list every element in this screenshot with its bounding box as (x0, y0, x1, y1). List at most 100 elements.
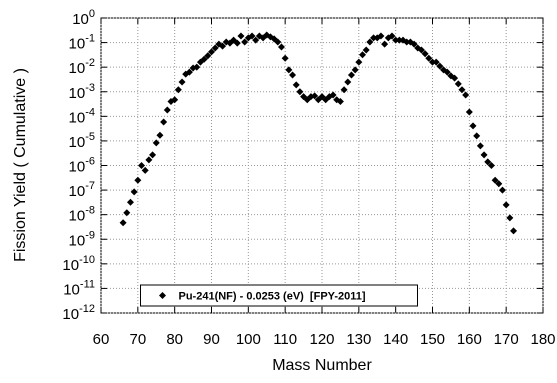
x-tick-label: 130 (346, 331, 371, 348)
data-point (347, 71, 355, 79)
x-axis-label: Mass Number (272, 357, 372, 374)
data-point (204, 52, 212, 60)
y-tick-label: 10-12 (62, 303, 95, 323)
y-axis-label: Fission Yield ( Cumulative ) (12, 68, 29, 262)
data-point (237, 32, 245, 40)
data-point (200, 55, 208, 63)
data-point (274, 38, 282, 46)
data-point (388, 32, 396, 40)
x-tick-label: 100 (236, 331, 261, 348)
y-tick-label: 10-9 (69, 229, 95, 249)
data-point (498, 186, 506, 194)
data-point (436, 62, 444, 70)
data-point (451, 74, 459, 82)
data-point (130, 188, 138, 196)
data-point (362, 46, 370, 54)
data-point (429, 58, 436, 66)
y-tick-label: 10-1 (69, 33, 95, 53)
data-point (193, 63, 201, 71)
data-point (149, 151, 157, 159)
data-point (185, 68, 193, 76)
data-point (480, 151, 488, 159)
data-point (344, 78, 352, 86)
data-point (329, 91, 337, 99)
x-tick-label: 140 (383, 331, 408, 348)
data-point (476, 142, 484, 150)
y-tick-label: 10-3 (69, 82, 95, 102)
data-point (473, 132, 481, 140)
data-point (417, 46, 425, 54)
legend-box (140, 284, 418, 307)
data-point (248, 32, 256, 40)
data-point (145, 156, 153, 164)
data-point (377, 32, 385, 40)
data-point (152, 139, 160, 147)
data-point (510, 227, 518, 235)
data-point (211, 44, 219, 52)
y-tick-label: 100 (72, 8, 95, 28)
data-point (469, 122, 477, 130)
data-point (458, 86, 466, 94)
data-point (421, 50, 429, 58)
legend-marker (159, 292, 166, 299)
data-point (381, 40, 389, 48)
data-point (292, 81, 300, 89)
data-point (252, 36, 260, 44)
data-point (432, 58, 440, 66)
x-tick-label: 70 (129, 331, 146, 348)
y-tick-label: 10-11 (63, 278, 95, 298)
x-tick-label: 60 (93, 331, 110, 348)
y-tick-label: 10-8 (69, 205, 95, 225)
x-tick-label: 180 (530, 331, 555, 348)
data-point (410, 40, 418, 48)
data-point (495, 180, 503, 188)
y-tick-label: 10-2 (69, 57, 95, 77)
data-point (484, 158, 492, 166)
data-point (462, 91, 470, 99)
y-tick-label: 10-10 (62, 254, 95, 274)
y-tick-label: 10-5 (69, 131, 95, 151)
data-point (370, 34, 378, 42)
data-point (160, 118, 168, 126)
data-point (502, 201, 510, 209)
data-point (336, 98, 344, 106)
data-point (233, 39, 241, 47)
data-point (277, 43, 285, 51)
data-point (119, 219, 127, 227)
x-tick-label: 170 (494, 331, 519, 348)
x-tick-label: 90 (203, 331, 220, 348)
data-point (403, 38, 411, 46)
data-point (171, 96, 179, 104)
x-tick-label: 150 (420, 331, 445, 348)
data-point (359, 51, 367, 59)
legend-label: Pu-241(NF) - 0.0253 (eV) [FPY-2011] (179, 291, 366, 303)
data-point (425, 54, 433, 62)
data-point (395, 36, 403, 44)
data-point (123, 209, 131, 217)
data-point (414, 44, 422, 52)
data-point (443, 68, 451, 76)
data-point (163, 106, 171, 114)
data-point (156, 131, 164, 139)
y-tick-label: 10-4 (69, 106, 95, 126)
y-tick-label: 10-6 (69, 156, 95, 176)
data-point (208, 48, 215, 56)
x-tick-label: 160 (457, 331, 482, 348)
data-point (138, 162, 146, 169)
data-point (487, 162, 495, 169)
data-point (296, 88, 304, 96)
data-point (141, 166, 149, 174)
data-point (454, 80, 462, 88)
data-point (506, 214, 514, 222)
data-point (219, 42, 227, 50)
legend: Pu-241(NF) - 0.0253 (eV) [FPY-2011] (140, 284, 418, 307)
data-point (311, 92, 319, 100)
data-point (126, 198, 134, 206)
data-point (340, 86, 348, 94)
data-point (289, 71, 297, 79)
data-point (465, 108, 473, 116)
y-tick-label: 10-7 (69, 180, 95, 200)
data-point (491, 176, 499, 184)
data-point (285, 66, 293, 74)
